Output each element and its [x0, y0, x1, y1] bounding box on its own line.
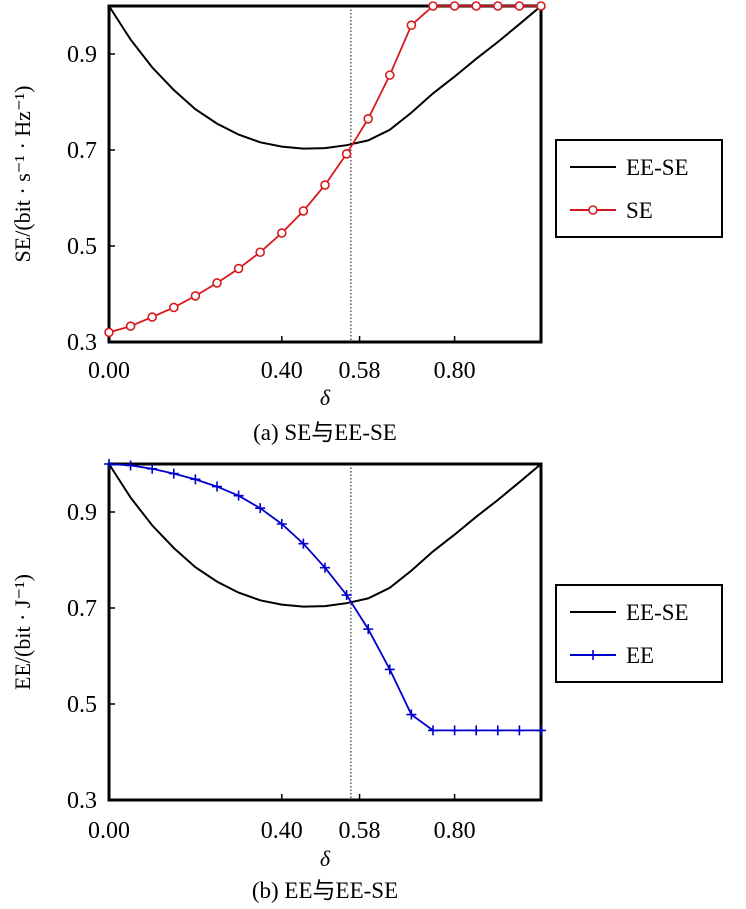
- chart-panel-a: 0.3 0.5 0.7 0.9 0.00 0.40 0.58 0.80 SE/(bit · s⁻…: [10, 1, 723, 445]
- data-point-se: [492, 1, 503, 11]
- series-line-se: [108, 5, 541, 334]
- data-point-se: [536, 1, 546, 11]
- legend: EE-SE EE: [555, 584, 723, 683]
- legend-label: EE: [626, 643, 654, 668]
- data-point-se: [212, 278, 222, 288]
- x-tick-label: 0.40: [261, 818, 303, 844]
- data-point-se: [104, 327, 114, 338]
- data-point-ee: [233, 490, 244, 501]
- chart-panel-b: 0.3 0.5 0.7 0.9 0.00 0.40 0.58 0.80 EE/(bit · J⁻…: [10, 459, 723, 903]
- data-point-ee: [341, 590, 352, 601]
- data-point-ee: [255, 503, 266, 514]
- figure-caption: (a) SE与EE-SE: [253, 420, 397, 445]
- x-tick-label: 0.80: [434, 358, 476, 384]
- y-tick-label: 0.7: [67, 596, 97, 622]
- data-point-se: [406, 20, 417, 31]
- data-point-se: [363, 114, 374, 124]
- legend-label: EE-SE: [626, 155, 689, 180]
- data-point-se: [276, 228, 287, 238]
- data-point-se: [255, 247, 266, 258]
- y-tick-label: 0.3: [67, 330, 97, 356]
- data-point-se: [341, 149, 352, 159]
- data-point-se: [428, 1, 438, 11]
- data-point-se: [384, 70, 395, 80]
- y-axis-label: SE/(bit · s⁻¹ · Hz⁻¹): [10, 86, 35, 263]
- data-point-se: [298, 206, 309, 216]
- x-axis-label: δ: [320, 385, 331, 410]
- data-point-se: [190, 291, 201, 301]
- data-point-ee: [471, 725, 482, 736]
- legend-marker: [588, 650, 598, 660]
- data-point-ee: [363, 624, 374, 635]
- data-point-ee: [320, 562, 330, 573]
- data-point-se: [147, 312, 157, 322]
- data-point-se: [169, 302, 179, 313]
- data-point-ee: [492, 725, 503, 736]
- legend-label: EE-SE: [626, 600, 689, 625]
- data-point-ee: [276, 519, 287, 529]
- data-point-se: [471, 1, 482, 11]
- data-point-se: [125, 321, 136, 331]
- legend: EE-SE SE: [555, 139, 723, 238]
- x-tick-label: 0.00: [88, 358, 130, 384]
- y-tick-label: 0.3: [67, 788, 97, 814]
- y-tick-label: 0.7: [67, 138, 97, 164]
- series-line-ee-se: [108, 5, 542, 150]
- data-point-ee: [104, 459, 114, 469]
- figure-caption: (b) EE与EE-SE: [252, 878, 398, 903]
- data-point-ee: [212, 481, 222, 492]
- data-point-ee: [384, 664, 395, 675]
- series-line-ee-se: [108, 463, 542, 608]
- series-line-ee: [108, 463, 541, 732]
- x-tick-label: 0.80: [434, 818, 476, 844]
- legend-label: SE: [626, 198, 653, 223]
- x-tick-label: 0.40: [261, 358, 303, 384]
- data-point-ee: [190, 474, 201, 485]
- data-point-ee: [168, 468, 179, 479]
- x-tick-label: 0.58: [339, 358, 381, 384]
- data-point-ee: [536, 725, 546, 736]
- legend-box: [555, 584, 723, 683]
- x-axis-label: δ: [320, 846, 331, 871]
- y-tick-label: 0.9: [67, 500, 97, 526]
- x-tick-label: 0.00: [88, 818, 130, 844]
- plot-frame: [107, 4, 543, 344]
- plot-frame: [107, 462, 543, 802]
- data-point-ee: [125, 460, 136, 471]
- data-point-se: [449, 1, 460, 11]
- data-point-ee: [514, 725, 525, 736]
- data-point-ee: [428, 725, 438, 736]
- y-tick-label: 0.5: [67, 234, 97, 260]
- y-axis-label: EE/(bit · J⁻¹): [10, 574, 35, 690]
- data-point-se: [320, 180, 330, 190]
- x-tick-label: 0.58: [339, 818, 381, 844]
- legend-box: [555, 139, 723, 238]
- legend-marker: [588, 205, 598, 215]
- y-tick-label: 0.5: [67, 692, 97, 718]
- y-tick-label: 0.9: [67, 42, 97, 68]
- data-point-se: [233, 263, 244, 274]
- data-point-se: [514, 1, 525, 11]
- data-point-ee: [449, 725, 460, 736]
- data-point-ee: [298, 538, 309, 549]
- data-point-ee: [147, 463, 158, 474]
- data-point-ee: [406, 709, 417, 720]
